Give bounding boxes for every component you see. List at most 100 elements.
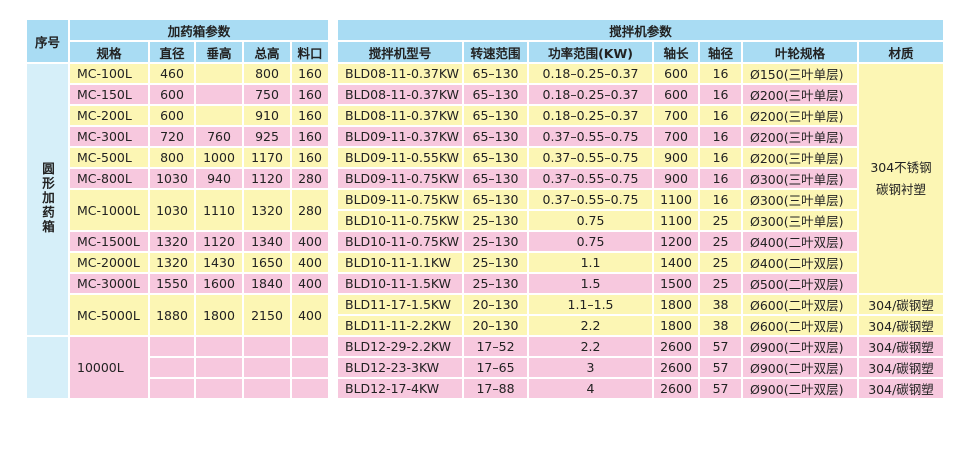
mixer-power: 2.2 bbox=[527, 314, 655, 337]
mixer-speed: 17–65 bbox=[462, 356, 530, 379]
table-header: 序号 加药箱参数 搅拌机参数 规格 直径 垂高 总高 料口 搅拌机型号 转速范围 功率范围(K… bbox=[25, 18, 946, 64]
mixer-shaft-length: 1800 bbox=[652, 314, 701, 337]
table-row: MC-2000L 1320 1430 1650 400 BLD10-11-1.1KW 25–… bbox=[26, 251, 944, 274]
seq-cell bbox=[25, 335, 70, 400]
tank-spec: MC-800L bbox=[68, 167, 150, 190]
mixer-model: BLD10-11-0.75KW bbox=[336, 230, 465, 253]
mixer-power: 2.2 bbox=[527, 335, 655, 358]
table-row: MC-3000L 1550 1600 1840 400 BLD10-11-1.5KW 25–… bbox=[26, 272, 944, 295]
mixer-speed: 65–130 bbox=[462, 104, 530, 127]
mixer-shaft-length: 1100 bbox=[652, 209, 701, 232]
table-row: BLD11-11-2.2KW 20–130 2.2 1800 38 Ø600(二叶双层) 3… bbox=[26, 314, 946, 337]
mixer-speed: 20–130 bbox=[462, 293, 530, 316]
table-body: 圆形加药箱 MC-100L 460 800 160 BLD08-11-0.37KW 65–1… bbox=[25, 62, 946, 400]
empty-cell bbox=[242, 335, 292, 358]
tank-inlet: 400 bbox=[289, 230, 331, 253]
gap bbox=[328, 209, 339, 232]
tank-vertical-height: 1600 bbox=[194, 272, 244, 295]
material-line: 碳钢衬塑 bbox=[876, 181, 927, 197]
empty-cell bbox=[289, 377, 331, 400]
mixer-speed: 65–130 bbox=[462, 167, 530, 190]
mixer-shaft-length: 1100 bbox=[652, 188, 701, 211]
empty-cell bbox=[194, 62, 244, 85]
tank-total-height: 1650 bbox=[242, 251, 292, 274]
empty-cell bbox=[194, 356, 244, 379]
column-header: 功率范围(KW) bbox=[527, 40, 655, 64]
mixer-model: BLD10-11-1.1KW bbox=[336, 251, 465, 274]
tank-diameter: 600 bbox=[148, 104, 196, 127]
tank-vertical-height: 1430 bbox=[194, 251, 244, 274]
mixer-impeller: Ø500(二叶双层) bbox=[741, 272, 860, 295]
mixer-impeller: Ø900(二叶双层) bbox=[741, 335, 860, 358]
table-row: BLD10-11-0.75KW 25–130 0.75 1100 25 Ø300(三叶单层… bbox=[26, 209, 944, 232]
tank-diameter: 720 bbox=[148, 125, 196, 148]
tank-spec: MC-1500L bbox=[68, 230, 150, 253]
mixer-shaft-length: 900 bbox=[652, 146, 701, 169]
spec-table: 序号 加药箱参数 搅拌机参数 规格 直径 垂高 总高 料口 搅拌机型号 转速范围 功率范围(K… bbox=[25, 18, 946, 400]
empty-cell bbox=[148, 335, 196, 358]
mixer-model: BLD08-11-0.37KW bbox=[336, 104, 465, 127]
mixer-impeller: Ø900(二叶双层) bbox=[741, 356, 860, 379]
mixer-shaft-diameter: 16 bbox=[698, 188, 744, 211]
mixer-shaft-length: 1800 bbox=[652, 293, 701, 316]
column-header: 料口 bbox=[289, 40, 331, 64]
tank-inlet: 160 bbox=[289, 146, 331, 169]
mixer-power: 1.5 bbox=[527, 272, 655, 295]
tank-diameter: 600 bbox=[148, 83, 196, 106]
mixer-material: 304/碳钢塑 bbox=[857, 377, 946, 400]
mixer-shaft-diameter: 57 bbox=[698, 335, 744, 358]
mixer-impeller: Ø150(三叶单层) bbox=[741, 62, 860, 85]
table-row: MC-500L 800 1000 1170 160 BLD09-11-0.55KW 65–1… bbox=[26, 146, 944, 169]
mixer-model: BLD10-11-0.75KW bbox=[336, 209, 465, 232]
tank-vertical-height: 940 bbox=[194, 167, 244, 190]
gap bbox=[328, 146, 339, 169]
tank-spec: MC-200L bbox=[68, 104, 150, 127]
tank-spec: MC-5000L bbox=[68, 293, 150, 337]
mixer-shaft-diameter: 16 bbox=[698, 104, 744, 127]
tank-total-height: 1170 bbox=[242, 146, 292, 169]
tank-total-height: 800 bbox=[242, 62, 292, 85]
tank-inlet: 160 bbox=[289, 104, 331, 127]
tank-diameter: 460 bbox=[148, 62, 196, 85]
shared-material: 304不锈钢 碳钢衬塑 bbox=[857, 62, 946, 295]
mixer-shaft-diameter: 25 bbox=[698, 209, 744, 232]
mixer-shaft-length: 600 bbox=[652, 83, 701, 106]
column-header: 直径 bbox=[148, 40, 196, 64]
tank-diameter: 800 bbox=[148, 146, 196, 169]
mixer-shaft-length: 2600 bbox=[652, 377, 701, 400]
mixer-shaft-length: 1200 bbox=[652, 230, 701, 253]
mixer-shaft-length: 700 bbox=[652, 125, 701, 148]
group-label: 圆形加药箱 bbox=[40, 161, 55, 235]
mixer-shaft-length: 1500 bbox=[652, 272, 701, 295]
tank-inlet: 160 bbox=[289, 62, 331, 85]
mixer-shaft-diameter: 16 bbox=[698, 146, 744, 169]
mixer-model: BLD09-11-0.37KW bbox=[336, 125, 465, 148]
mixer-model: BLD09-11-0.75KW bbox=[336, 188, 465, 211]
mixer-impeller: Ø400(二叶双层) bbox=[741, 230, 860, 253]
column-header: 总高 bbox=[242, 40, 292, 64]
gap bbox=[328, 230, 339, 253]
mixer-model: BLD08-11-0.37KW bbox=[336, 83, 465, 106]
seq-header: 序号 bbox=[25, 18, 70, 64]
tank-total-height: 1120 bbox=[242, 167, 292, 190]
tank-diameter: 1320 bbox=[148, 230, 196, 253]
tank-inlet: 160 bbox=[289, 83, 331, 106]
tank-total-height: 1840 bbox=[242, 272, 292, 295]
mixer-model: BLD09-11-0.55KW bbox=[336, 146, 465, 169]
mixer-impeller: Ø200(三叶单层) bbox=[741, 83, 860, 106]
material-line: 304不锈钢 bbox=[870, 159, 932, 175]
mixer-speed: 25–130 bbox=[462, 209, 530, 232]
mixer-model: BLD11-17-1.5KW bbox=[336, 293, 465, 316]
mixer-model: BLD12-23-3KW bbox=[336, 356, 465, 379]
mixer-power: 0.37–0.55–0.75 bbox=[527, 167, 655, 190]
seq-cell: 圆形加药箱 bbox=[25, 62, 70, 337]
mixer-shaft-diameter: 57 bbox=[698, 377, 744, 400]
table-row: MC-5000L 1880 1800 2150 400 BLD11-17-1.5KW 20–… bbox=[26, 293, 946, 337]
tank-spec: 10000L bbox=[68, 335, 150, 400]
tank-spec: MC-3000L bbox=[68, 272, 150, 295]
tank-inlet: 280 bbox=[289, 167, 331, 190]
gap bbox=[328, 167, 339, 190]
tank-inlet: 280 bbox=[289, 188, 331, 232]
tank-group-header: 加药箱参数 bbox=[67, 18, 331, 42]
